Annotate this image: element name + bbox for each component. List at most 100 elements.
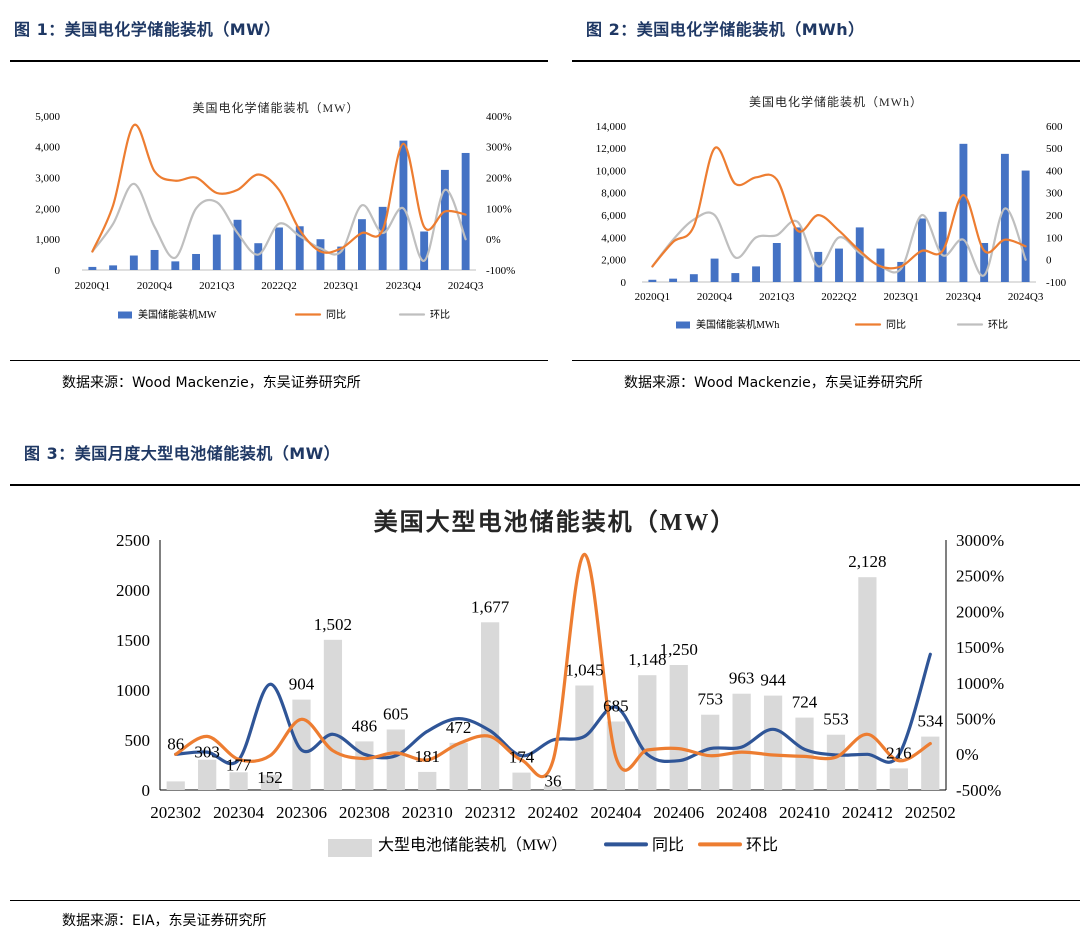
- x-tick-label: 202302: [150, 803, 201, 822]
- x-tick-label: 202310: [402, 803, 453, 822]
- bar-202303: [198, 759, 217, 790]
- bar-2023Q4: [959, 143, 968, 282]
- data-label: 174: [509, 748, 535, 767]
- y-right-tick-label: 1500%: [956, 638, 1004, 657]
- y-left-tick-label: 2000: [116, 581, 150, 600]
- x-tick-label: 2022Q2: [261, 280, 296, 292]
- bar-202305: [260, 774, 280, 790]
- bar-2020Q2: [669, 278, 678, 282]
- bar-2023Q4: [399, 140, 408, 270]
- bar-202407: [701, 714, 720, 790]
- bar-2023Q3: [938, 211, 947, 282]
- y-left-tick-label: 0: [142, 781, 151, 800]
- x-tick-label: 2020Q1: [75, 280, 110, 292]
- y-left-tick-label: 2,000: [35, 203, 60, 215]
- y-left-tick-label: 5,000: [35, 111, 60, 123]
- legend-label-bar: 美国储能装机MW: [138, 308, 217, 321]
- bar-2021Q4: [793, 227, 802, 282]
- y-right-tick-label: 1000%: [956, 674, 1004, 693]
- bar-2023Q3: [378, 206, 387, 270]
- y-left-tick-label: 3,000: [35, 172, 60, 184]
- bar-2020Q4: [710, 258, 719, 282]
- bar-2023Q2: [358, 219, 366, 270]
- data-label: 2,128: [848, 552, 886, 571]
- bar-202309: [386, 729, 405, 790]
- figure-1-title: 图 1：美国电化学储能装机（MW）: [14, 20, 281, 39]
- bar-2021Q1: [731, 273, 740, 282]
- y-right-tick-label: 300: [1046, 188, 1063, 200]
- legend-label-yoy: 同比: [652, 836, 684, 854]
- bar-2022Q2: [275, 227, 283, 270]
- bar-2022Q3: [855, 227, 864, 282]
- y-right-tick-label: 0%: [486, 234, 501, 246]
- bar-2020Q1: [648, 279, 657, 282]
- bar-2024Q2: [440, 169, 449, 270]
- x-tick-label: 2024Q3: [448, 280, 484, 292]
- y-right-tick-label: 2000%: [956, 602, 1004, 621]
- y-left-tick-label: 10,000: [596, 165, 627, 177]
- figure-1-top-rule: [10, 60, 548, 62]
- chart-2-title: 美国电化学储能装机（MWh）: [749, 94, 923, 109]
- chart-2-group: 美国电化学储能装机（MWh） 0 2,000 4,000 6,000 8,000 10,00…: [596, 94, 1067, 331]
- bar-202306: [292, 699, 311, 790]
- bar-202501: [889, 768, 908, 790]
- y-right-tick-label: 500: [1046, 143, 1063, 155]
- bar-2024Q2: [1000, 153, 1009, 282]
- figure-2-bottom-rule: [572, 360, 1080, 361]
- data-label: 1,502: [314, 615, 352, 634]
- data-label: 944: [760, 671, 786, 690]
- x-tick-label: 202502: [905, 803, 956, 822]
- bar-2021Q2: [192, 253, 200, 270]
- bar-2024Q3: [1021, 170, 1030, 282]
- legend-label-bar: 美国储能装机MWh: [696, 318, 779, 331]
- data-label: 605: [383, 705, 409, 724]
- y-left-tick-label: 2,000: [601, 255, 626, 267]
- legend-label-yoy: 同比: [326, 309, 346, 321]
- data-label: 963: [729, 669, 755, 688]
- bar-202302: [166, 781, 185, 790]
- x-tick-label: 2020Q4: [697, 291, 733, 303]
- y-right-tick-label: 400%: [486, 111, 512, 123]
- data-label: 534: [918, 712, 944, 731]
- x-tick-label: 202402: [528, 803, 579, 822]
- figure-3-top-rule: [10, 484, 1080, 486]
- chart-1-title: 美国电化学储能装机（MW）: [193, 100, 360, 115]
- data-label: 753: [697, 690, 723, 709]
- data-label: 181: [414, 747, 440, 766]
- bar-202311: [449, 742, 468, 790]
- legend-swatch-bar: [118, 311, 132, 319]
- chart-3-title: 美国大型电池储能装机（MW）: [374, 508, 737, 536]
- bar-202406: [669, 665, 688, 790]
- y-right-tick-label: 200: [1046, 210, 1063, 222]
- data-label: 1,250: [660, 640, 698, 659]
- x-tick-label: 202406: [653, 803, 704, 822]
- bar-202410: [795, 717, 814, 790]
- bar-202312: [481, 622, 500, 790]
- bar-2022Q1: [254, 243, 263, 270]
- data-label: 1,045: [565, 661, 603, 680]
- bar-2021Q3: [212, 234, 221, 270]
- bar-202405: [638, 675, 657, 790]
- data-label: 685: [603, 697, 629, 716]
- bar-2024Q1: [420, 231, 429, 270]
- line-qoq: [174, 552, 932, 779]
- bar-202408: [732, 693, 751, 790]
- legend-swatch-bar: [328, 839, 372, 857]
- y-right-tick-label: 2500%: [956, 567, 1004, 586]
- y-right-tick-label: -100%: [486, 265, 515, 277]
- figure-1-source: 数据来源：Wood Mackenzie，东吴证券研究所: [62, 375, 361, 391]
- x-tick-label: 202410: [779, 803, 830, 822]
- legend-label-yoy: 同比: [886, 319, 906, 331]
- x-tick-label: 2020Q4: [137, 280, 173, 292]
- data-label: 177: [226, 755, 252, 774]
- y-left-tick-label: 8,000: [601, 188, 626, 200]
- legend-label-qoq: 环比: [746, 836, 778, 854]
- figure-1-bottom-rule: [10, 360, 548, 361]
- y-right-tick-label: 0: [1046, 255, 1052, 267]
- x-tick-label: 202412: [842, 803, 893, 822]
- x-tick-label: 202306: [276, 803, 327, 822]
- chart-1-group: 美国电化学储能装机（MW） 0 1,000 2,000 3,000 4,000 5,000 -…: [35, 100, 515, 321]
- bar-202411: [826, 734, 846, 790]
- x-tick-label: 202308: [339, 803, 390, 822]
- bar-2023Q1: [897, 261, 906, 282]
